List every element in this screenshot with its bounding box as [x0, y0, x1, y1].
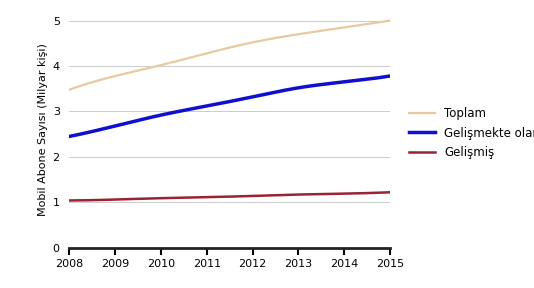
Gelişmiş — [256, 194, 262, 197]
Line: Gelişmiş: Gelişmiş — [69, 192, 390, 200]
Gelişmekte olan — [256, 94, 262, 97]
Gelişmekte olan — [336, 81, 343, 84]
Gelişmiş — [262, 194, 269, 197]
Toplam — [387, 19, 393, 22]
Toplam — [357, 23, 363, 27]
Gelişmiş — [66, 199, 73, 202]
Gelişmiş — [336, 192, 343, 196]
Y-axis label: Mobil Abone Sayısı (Milyar kişi): Mobil Abone Sayısı (Milyar kişi) — [38, 43, 49, 216]
Gelişmekte olan — [67, 134, 74, 138]
Toplam — [256, 39, 262, 43]
Gelişmekte olan — [357, 78, 363, 82]
Gelişmekte olan — [257, 94, 263, 97]
Gelişmiş — [67, 199, 74, 202]
Gelişmiş — [257, 194, 263, 197]
Gelişmiş — [387, 191, 393, 194]
Toplam — [262, 38, 269, 41]
Legend: Toplam, Gelişmekte olan, Gelişmiş: Toplam, Gelişmekte olan, Gelişmiş — [409, 107, 534, 159]
Line: Gelişmekte olan: Gelişmekte olan — [69, 76, 390, 137]
Line: Toplam: Toplam — [69, 21, 390, 90]
Toplam — [67, 88, 74, 91]
Toplam — [66, 88, 73, 91]
Gelişmekte olan — [387, 74, 393, 78]
Toplam — [257, 39, 263, 43]
Gelişmekte olan — [262, 92, 269, 96]
Gelişmekte olan — [66, 135, 73, 138]
Gelişmiş — [357, 192, 363, 195]
Toplam — [336, 26, 343, 30]
